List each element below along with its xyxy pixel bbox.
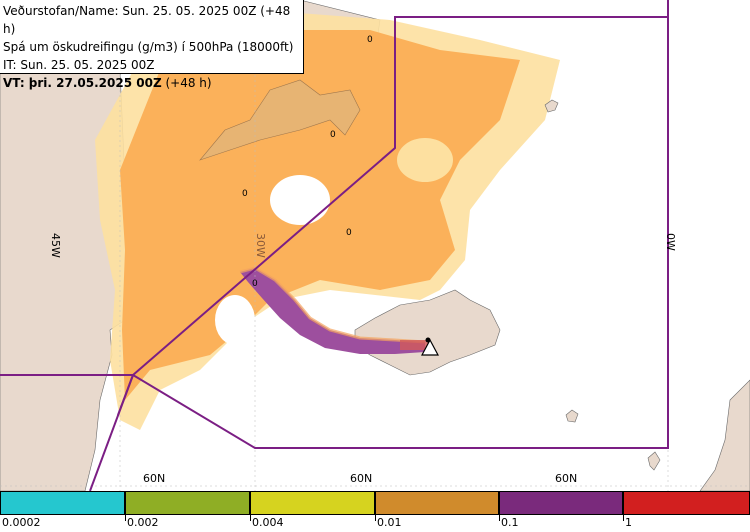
valid-time-label: VT: þri. 27.05.2025 00Z <box>3 76 162 90</box>
legend-label: 0.0002 <box>2 516 41 529</box>
zero-label: 0 <box>330 130 336 140</box>
parallel-label-60n-3: 60N <box>555 472 577 485</box>
shetland-islands <box>647 451 661 471</box>
fir-boundaries <box>0 0 669 491</box>
volcano-warning-icon <box>421 337 439 356</box>
ash-high-plume-outline <box>239 266 426 344</box>
legend-label: 0.01 <box>377 516 402 529</box>
zero-label: 0 <box>252 279 258 289</box>
forecast-info-box: Veðurstofan/Name: Sun. 25. 05. 2025 00Z … <box>0 0 304 90</box>
meridian-label-30w: 30W <box>254 233 267 258</box>
legend-bar-5 <box>499 491 623 515</box>
legend-tick <box>499 491 500 521</box>
valid-time: VT: þri. 27.05.2025 00Z (+48 h) <box>3 74 303 92</box>
island-faroe <box>565 409 579 423</box>
legend-label: 0.1 <box>501 516 519 529</box>
greenland-fjords <box>199 79 361 161</box>
legend-tick <box>623 491 624 521</box>
valid-time-offset: (+48 h) <box>161 76 212 90</box>
legend-label: 1 <box>625 516 632 529</box>
norway-coast <box>699 379 750 491</box>
legend-label: 0.004 <box>252 516 284 529</box>
legend-bar-2 <box>125 491 250 515</box>
map-canvas: 45W 30W 0W 60N 60N 60N 0 0 0 0 0 <box>0 0 750 491</box>
meridian-label-0w: 0W <box>664 233 677 251</box>
legend-tick <box>375 491 376 521</box>
island-small <box>544 99 559 113</box>
legend-label: 0.002 <box>127 516 159 529</box>
forecast-description: Spá um öskudreifingu (g/m3) í 500hPa (18… <box>3 40 294 54</box>
legend-bar-4 <box>375 491 499 515</box>
zero-label: 0 <box>242 189 248 199</box>
issue-time: IT: Sun. 25. 05. 2025 00Z <box>3 58 155 72</box>
legend-bar-3 <box>250 491 375 515</box>
legend-tick <box>125 491 126 521</box>
parallel-label-60n-1: 60N <box>143 472 165 485</box>
legend-tick <box>250 491 251 521</box>
concentration-legend: 0.0002 0.002 0.004 0.01 0.1 1 <box>0 491 750 532</box>
ash-source-red <box>400 340 428 350</box>
meridian-label-45w: 45W <box>49 233 62 258</box>
zero-label: 0 <box>346 228 352 238</box>
issuer-line: Veðurstofan/Name: Sun. 25. 05. 2025 00Z … <box>3 4 291 36</box>
zero-label: 0 <box>367 35 373 45</box>
legend-bar-1 <box>0 491 125 515</box>
legend-bar-6 <box>623 491 750 515</box>
parallel-label-60n-2: 60N <box>350 472 372 485</box>
